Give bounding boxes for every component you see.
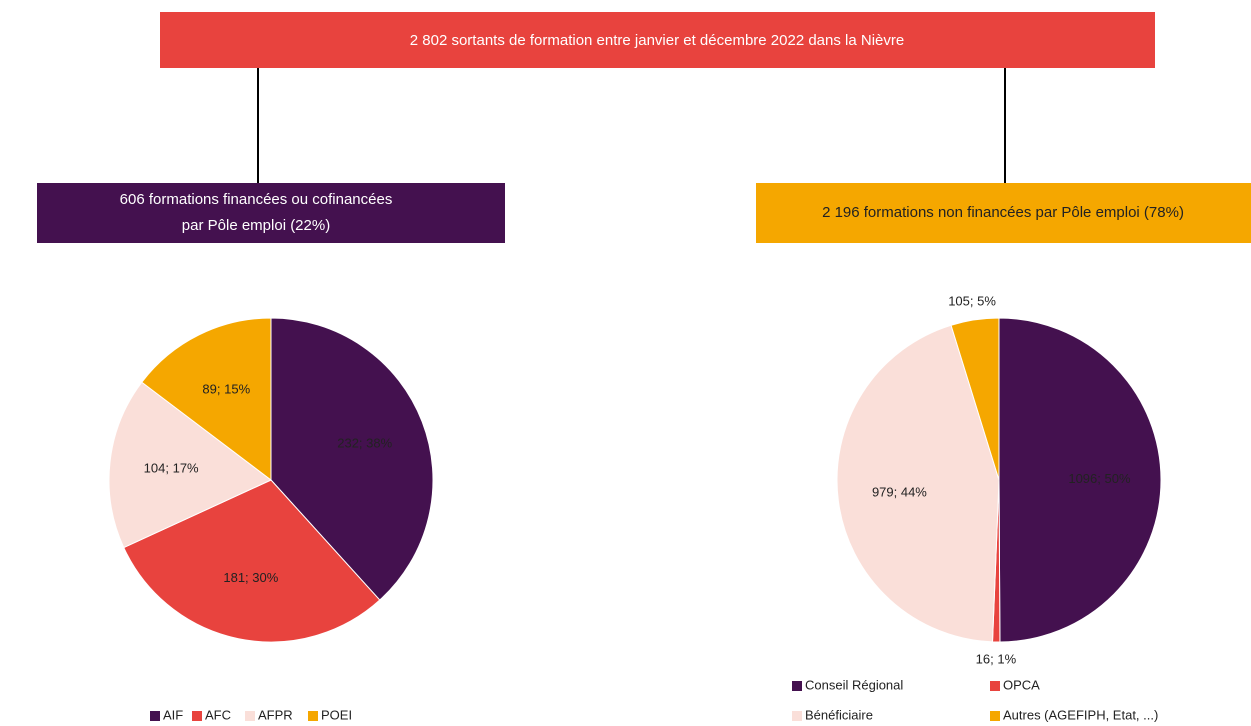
right-box [756, 183, 1251, 243]
left-box-text: 606 formations financées ou cofinancées [120, 191, 393, 208]
pie-slice [950, 317, 1000, 481]
legend-swatch [792, 681, 802, 691]
legend-label: AIF [163, 707, 183, 722]
left-box-text: par Pôle emploi (22%) [182, 217, 330, 234]
legend-label: Autres (AGEFIPH, Etat, ...) [1003, 707, 1158, 722]
pie-slice [998, 317, 1162, 643]
legend-label: AFC [205, 707, 231, 722]
legend-swatch [990, 711, 1000, 721]
pie-slice [108, 381, 272, 549]
legend-label: POEI [321, 707, 352, 722]
data-label: 181; 30% [223, 570, 278, 585]
pie-slice [836, 324, 1000, 643]
pie-slice [141, 317, 272, 482]
legend-label: Bénéficiaire [805, 707, 873, 722]
data-label: 979; 44% [872, 484, 927, 499]
right-box-text: 2 196 formations non financées par Pôle … [822, 204, 1184, 221]
legend-swatch [150, 711, 160, 721]
data-label: 1096; 50% [1068, 471, 1131, 486]
legend-swatch [192, 711, 202, 721]
data-label: 232; 38% [337, 435, 392, 450]
legend-label: Conseil Régional [805, 677, 903, 692]
data-label: 105; 5% [948, 293, 996, 308]
legend-swatch [990, 681, 1000, 691]
banner-text: 2 802 sortants de formation entre janvie… [410, 32, 904, 49]
pie-slice [270, 317, 434, 601]
left-box [37, 183, 505, 243]
data-label: 104; 17% [144, 461, 199, 476]
banner-box [160, 12, 1155, 68]
data-label: 89; 15% [202, 382, 250, 397]
pie-slice [123, 479, 381, 643]
legend-swatch [308, 711, 318, 721]
legend-label: AFPR [258, 707, 293, 722]
legend-swatch [792, 711, 802, 721]
data-label: 16; 1% [976, 651, 1017, 666]
legend-label: OPCA [1003, 677, 1040, 692]
legend-swatch [245, 711, 255, 721]
